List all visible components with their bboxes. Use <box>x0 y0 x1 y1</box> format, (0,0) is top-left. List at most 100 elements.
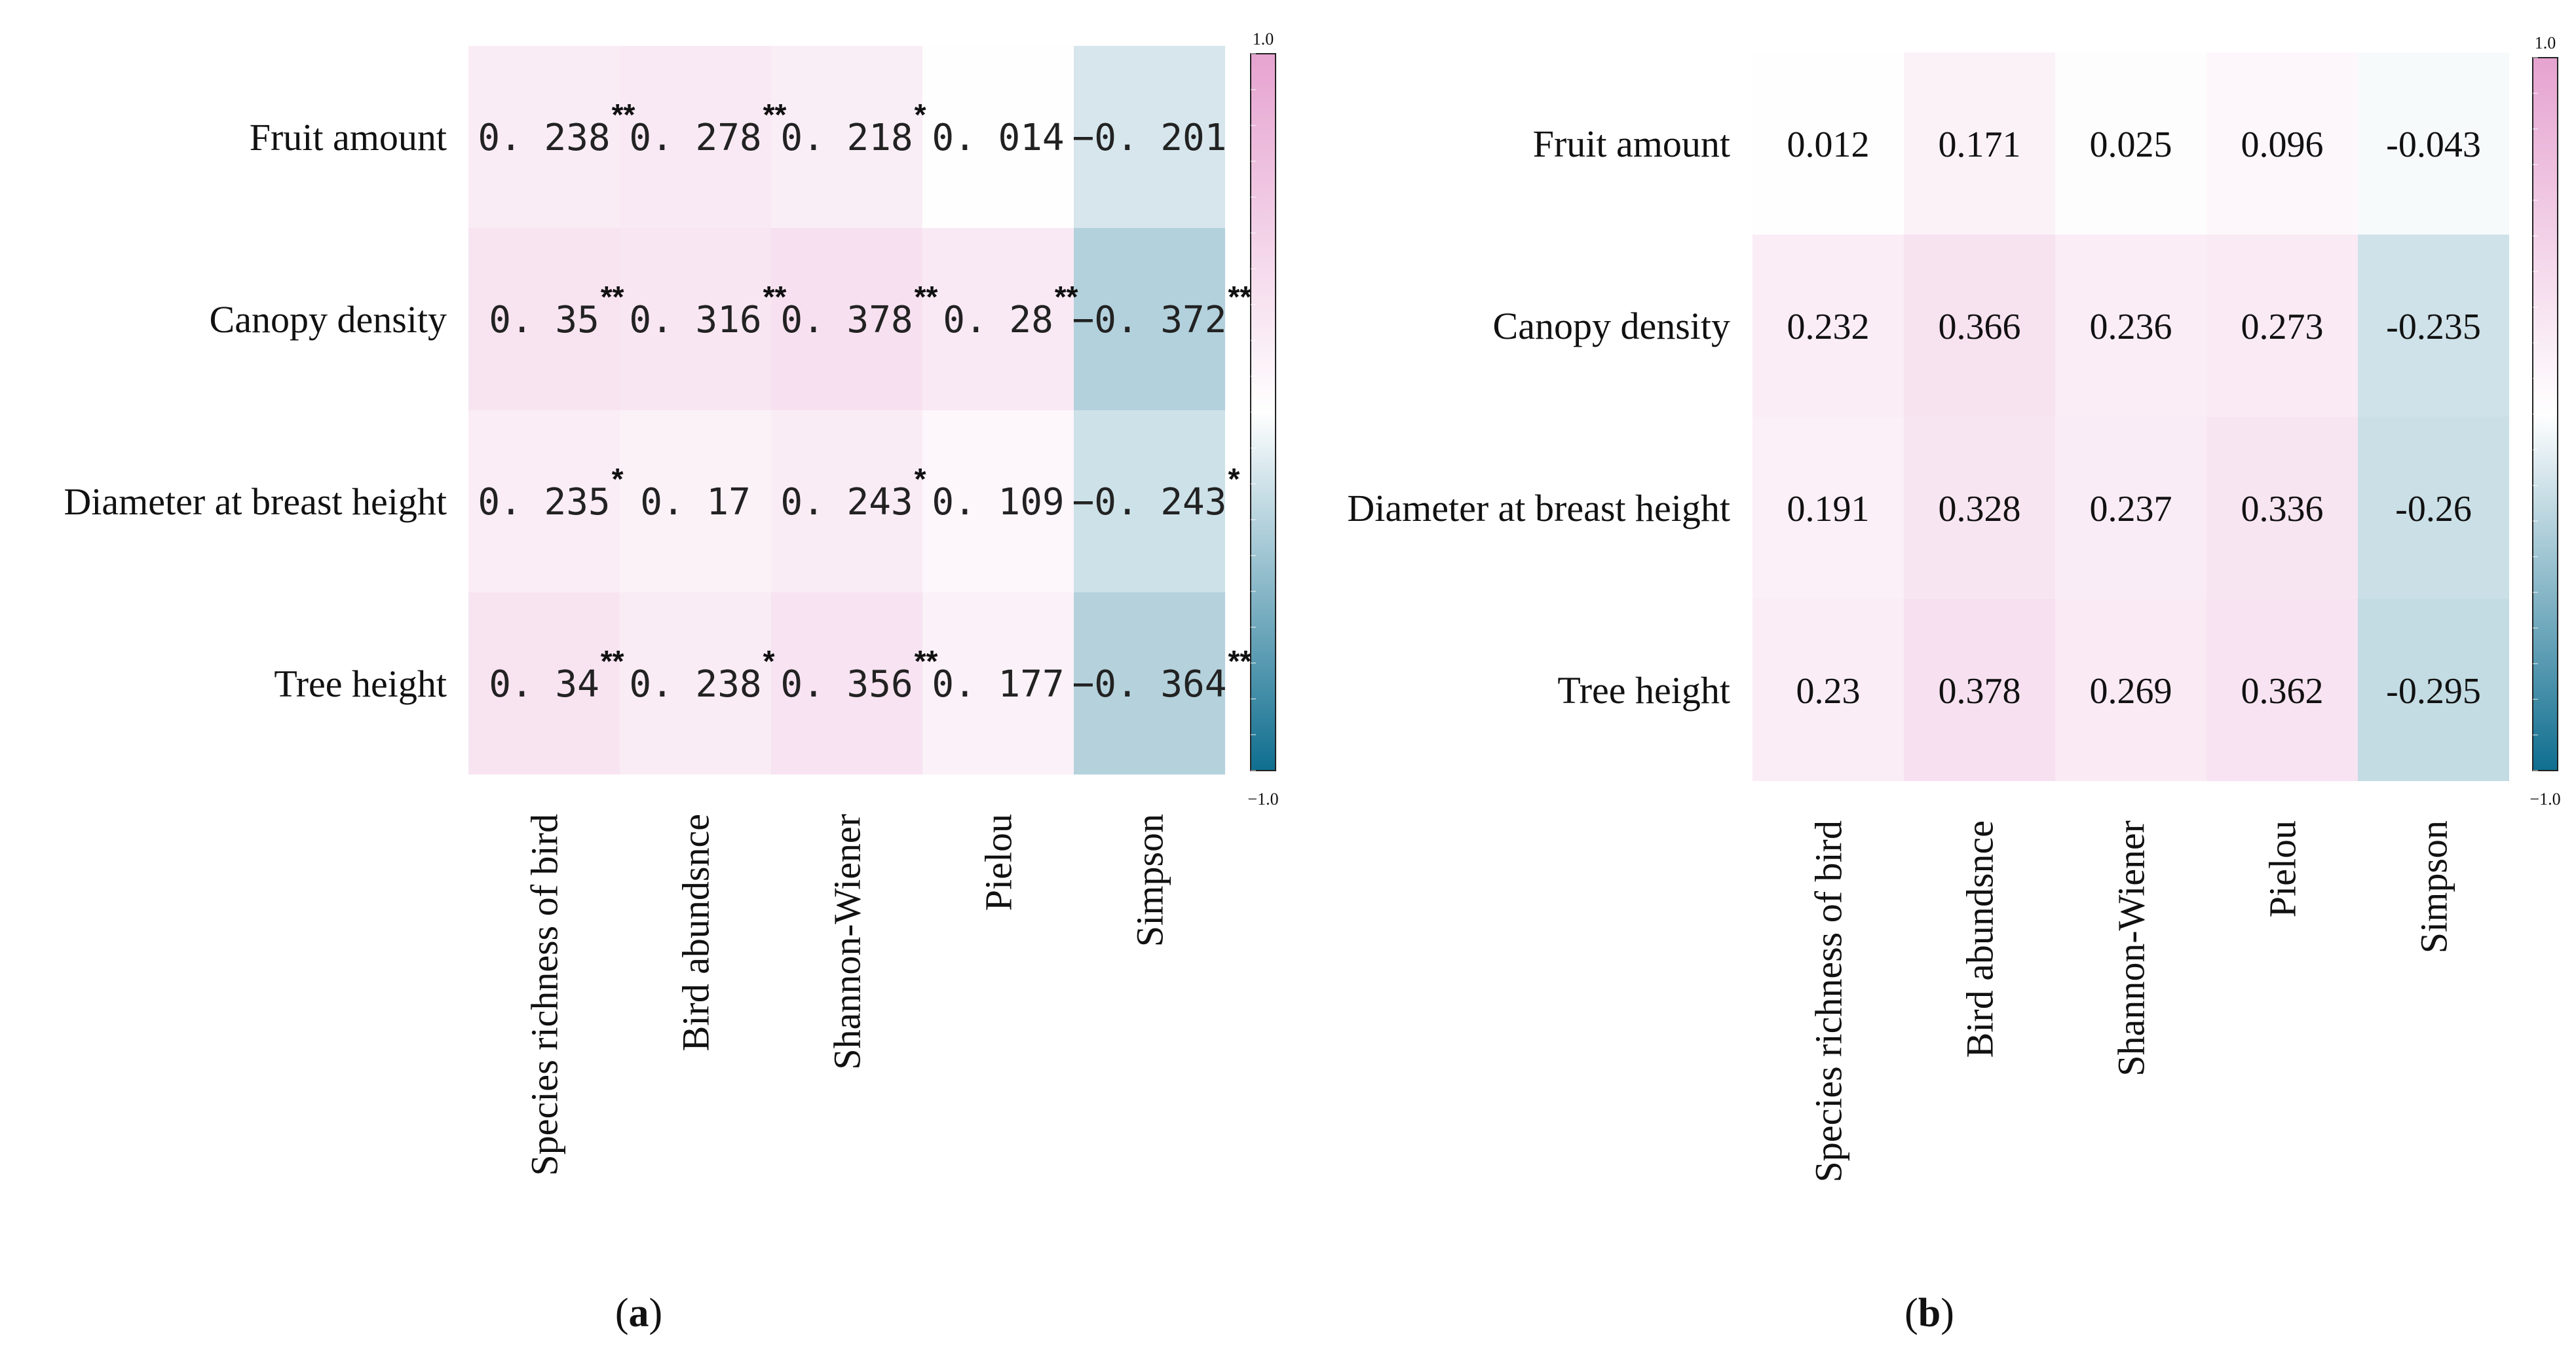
panel-label-b: (b) <box>1904 1291 1954 1335</box>
heatmap-cell-b-0-2 <box>2055 52 2207 235</box>
heatmap-cell-b-0-4 <box>2358 52 2509 235</box>
cell-value-a-1-1: 0. 316 <box>629 299 761 341</box>
significance-mark-a-1-1: ** <box>763 280 787 314</box>
cell-value-a-3-1: 0. 238 <box>629 663 761 706</box>
cell-value-a-2-3: 0. 109 <box>932 481 1064 524</box>
cell-value-b-0-0: 0.012 <box>1787 124 1870 165</box>
significance-mark-a-2-2: * <box>915 462 926 496</box>
heatmap-cell-a-2-3 <box>922 410 1074 592</box>
cell-value-b-0-4: -0.043 <box>2386 124 2481 165</box>
column-label-a-0: Species richness of bird <box>523 814 566 1176</box>
cell-value-b-2-3: 0.336 <box>2241 489 2324 529</box>
heatmap-cell-b-3-2 <box>2055 599 2207 781</box>
cell-value-b-2-2: 0.237 <box>2090 489 2172 529</box>
significance-mark-a-0-1: ** <box>763 98 787 132</box>
heatmap-cell-b-1-0 <box>1752 235 1904 417</box>
cell-value-b-2-0: 0.191 <box>1787 489 1870 529</box>
significance-mark-a-1-0: ** <box>601 280 624 314</box>
cell-value-a-3-2: 0. 356 <box>780 663 913 706</box>
cell-value-b-0-3: 0.096 <box>2241 124 2324 165</box>
heatmap-cell-b-1-3 <box>2207 235 2358 417</box>
cell-value-a-1-3: 0. 28 <box>943 299 1053 341</box>
heatmap-cell-b-3-1 <box>1904 599 2055 781</box>
colorbar-min-label-a: −1.0 <box>1247 790 1278 809</box>
cell-value-b-1-3: 0.273 <box>2241 307 2324 347</box>
heatmap-cell-a-0-3 <box>922 46 1074 228</box>
significance-mark-a-3-1: * <box>763 644 775 678</box>
cell-value-b-1-4: -0.235 <box>2386 307 2481 347</box>
heatmap-cell-b-3-0 <box>1752 599 1904 781</box>
cell-value-a-3-4: −0. 364 <box>1072 663 1226 706</box>
heatmap-cell-b-0-3 <box>2207 52 2358 235</box>
panel-label-a: (a) <box>615 1291 662 1335</box>
heatmap-cell-a-1-2 <box>771 228 922 410</box>
column-label-b-3: Pielou <box>2262 820 2304 917</box>
column-label-b-1: Bird abundsnce <box>1959 820 2001 1058</box>
row-label-a-1: Canopy density <box>210 298 447 341</box>
significance-mark-a-1-3: ** <box>1055 280 1078 314</box>
heatmap-cell-a-1-1 <box>620 228 771 410</box>
heatmap-cell-b-0-1 <box>1904 52 2055 235</box>
cell-value-b-3-2: 0.269 <box>2090 671 2172 712</box>
column-label-b-2: Shannon-Wiener <box>2110 820 2153 1077</box>
heatmap-panel-b: 0.012 0.171 0.025 0.096 -0.043 0.232 0.366 0.23… <box>1347 33 2560 1335</box>
heatmap-cell-b-0-0 <box>1752 52 1904 235</box>
heatmap-cell-b-3-4 <box>2358 599 2509 781</box>
cell-value-a-2-0: 0. 235 <box>478 481 610 524</box>
significance-mark-a-1-4: ** <box>1228 280 1252 314</box>
row-label-b-0: Fruit amount <box>1533 123 1730 165</box>
cell-value-a-0-2: 0. 218 <box>780 117 913 159</box>
cell-value-a-1-0: 0. 35 <box>489 299 599 341</box>
heatmap-cell-a-3-4 <box>1074 592 1225 775</box>
column-label-b-0: Species richness of bird <box>1808 820 1850 1182</box>
significance-mark-a-1-2: ** <box>915 280 938 314</box>
heatmap-cell-a-2-0 <box>468 410 620 592</box>
heatmap-cell-a-1-0 <box>468 228 620 410</box>
cell-value-a-2-2: 0. 243 <box>780 481 913 524</box>
significance-mark-a-0-0: ** <box>612 98 635 132</box>
column-label-a-4: Simpson <box>1129 814 1171 947</box>
heatmap-cell-a-1-4 <box>1074 228 1225 410</box>
cell-value-b-1-0: 0.232 <box>1787 307 1870 347</box>
heatmap-cell-b-1-1 <box>1904 235 2055 417</box>
heatmap-cell-a-3-3 <box>922 592 1074 775</box>
colorbar-max-label-b: 1.0 <box>2535 33 2556 52</box>
row-label-b-2: Diameter at breast height <box>1347 487 1730 529</box>
column-label-b-4: Simpson <box>2413 820 2455 953</box>
heatmap-cell-a-0-2 <box>771 46 922 228</box>
cell-value-b-2-1: 0.328 <box>1939 489 2021 529</box>
heatmap-cell-b-1-4 <box>2358 235 2509 417</box>
cell-value-a-3-0: 0. 34 <box>489 663 599 706</box>
cell-value-a-1-4: −0. 372 <box>1072 299 1226 341</box>
cell-value-b-3-1: 0.378 <box>1939 671 2021 712</box>
cell-value-b-2-4: -0.26 <box>2395 489 2472 529</box>
cell-value-b-3-0: 0.23 <box>1796 671 1861 712</box>
colorbar-min-label-b: −1.0 <box>2529 790 2560 809</box>
row-label-a-3: Tree height <box>274 662 447 705</box>
heatmap-cell-b-3-3 <box>2207 599 2358 781</box>
row-label-b-1: Canopy density <box>1493 305 1730 347</box>
heatmap-cell-b-2-3 <box>2207 417 2358 599</box>
significance-mark-a-2-0: * <box>612 462 624 496</box>
cell-value-a-1-2: 0. 378 <box>780 299 913 341</box>
cell-value-b-1-2: 0.236 <box>2090 307 2172 347</box>
heatmap-cell-a-1-3 <box>922 228 1074 410</box>
significance-mark-a-0-2: * <box>915 98 926 132</box>
heatmap-cell-b-1-2 <box>2055 235 2207 417</box>
row-label-b-3: Tree height <box>1557 669 1730 712</box>
heatmap-cell-b-2-4 <box>2358 417 2509 599</box>
cell-value-b-1-1: 0.366 <box>1939 307 2021 347</box>
cell-value-a-0-1: 0. 278 <box>629 117 761 159</box>
cell-value-b-0-1: 0.171 <box>1939 124 2021 165</box>
cell-value-a-3-3: 0. 177 <box>932 663 1064 706</box>
cell-value-b-3-3: 0.362 <box>2241 671 2324 712</box>
heatmap-cell-a-0-1 <box>620 46 771 228</box>
column-label-a-2: Shannon-Wiener <box>826 814 869 1070</box>
row-label-a-0: Fruit amount <box>250 116 447 159</box>
heatmap-cell-a-3-1 <box>620 592 771 775</box>
heatmap-cell-a-3-2 <box>771 592 922 775</box>
row-label-a-2: Diameter at breast height <box>64 480 447 523</box>
cell-value-b-3-4: -0.295 <box>2386 671 2481 712</box>
